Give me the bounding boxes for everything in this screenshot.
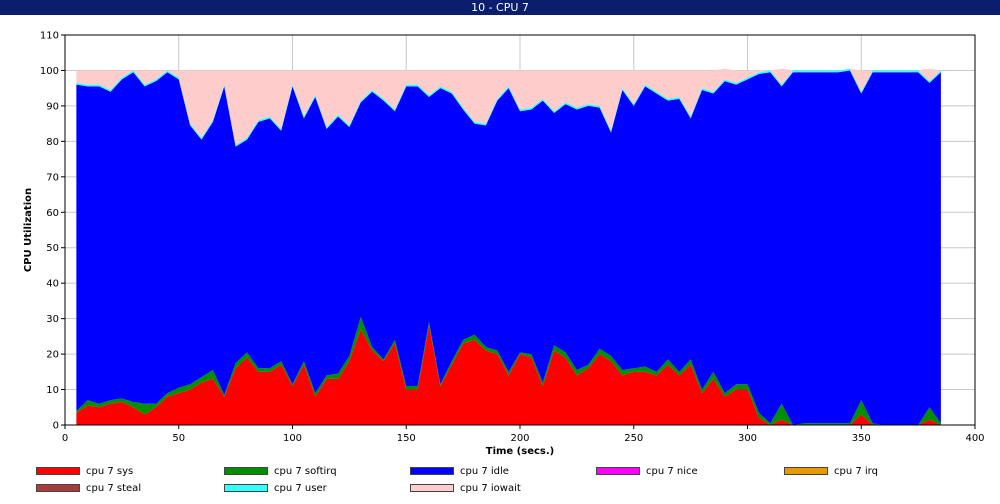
legend-swatch	[410, 484, 454, 492]
y-tick-label: 100	[40, 66, 59, 77]
x-tick-label: 150	[397, 433, 416, 444]
y-tick-label: 80	[46, 137, 59, 148]
y-tick-label: 0	[53, 421, 59, 432]
plot-area	[64, 34, 976, 426]
legend-item: cpu 7 steal	[36, 481, 141, 495]
legend: cpu 7 sys cpu 7 softirq cpu 7 idle cpu 7 ni…	[0, 462, 1000, 502]
legend-swatch	[224, 484, 268, 492]
legend-label: cpu 7 sys	[86, 465, 134, 477]
x-tick-label: 400	[965, 433, 984, 444]
window-title: 10 - CPU 7	[0, 0, 1000, 15]
legend-item: cpu 7 softirq	[224, 464, 337, 478]
y-tick-label: 70	[46, 172, 59, 183]
y-tick-label: 50	[46, 243, 59, 254]
legend-item: cpu 7 irq	[784, 464, 878, 478]
y-tick-label: 10	[46, 385, 59, 396]
legend-swatch	[596, 467, 640, 475]
legend-label: cpu 7 user	[274, 482, 327, 494]
x-tick-label: 200	[510, 433, 529, 444]
legend-label: cpu 7 iowait	[460, 482, 521, 494]
y-tick-label: 60	[46, 208, 59, 219]
y-tick-label: 30	[46, 314, 59, 325]
x-axis-label: Time (secs.)	[486, 446, 555, 457]
x-tick-label: 50	[172, 433, 185, 444]
y-axis-label: CPU Utilization	[23, 188, 34, 272]
legend-label: cpu 7 nice	[646, 465, 698, 477]
legend-swatch	[36, 484, 80, 492]
legend-item: cpu 7 user	[224, 481, 327, 495]
legend-item: cpu 7 iowait	[410, 481, 521, 495]
x-tick-label: 350	[852, 433, 871, 444]
area-series-cpu-7-softirq	[76, 316, 941, 425]
area-series-cpu-7-sys	[76, 325, 941, 425]
legend-item: cpu 7 sys	[36, 464, 133, 478]
legend-swatch	[410, 467, 454, 475]
axes: 0 10 20 30 40 50 60 70 80 90 100 110 0 50 100 150 200 250…	[40, 31, 985, 445]
x-tick-label: 250	[624, 433, 643, 444]
y-tick-label: 40	[46, 279, 59, 290]
x-tick-label: 100	[283, 433, 302, 444]
cpu-utilization-chart: 0 10 20 30 40 50 60 70 80 90 100 110 0 50 100 150 200 250…	[23, 31, 985, 458]
legend-item: cpu 7 idle	[410, 464, 509, 478]
legend-label: cpu 7 softirq	[274, 465, 337, 477]
legend-item: cpu 7 nice	[596, 464, 698, 478]
legend-swatch	[784, 467, 828, 475]
y-tick-label: 110	[40, 31, 59, 42]
area-series-cpu-7-idle	[76, 70, 941, 425]
x-tick-label: 300	[738, 433, 757, 444]
x-tick-label: 0	[62, 433, 68, 444]
area-series-cpu-7-iowait	[76, 68, 941, 145]
y-tick-label: 90	[46, 101, 59, 112]
legend-label: cpu 7 irq	[834, 465, 878, 477]
legend-label: cpu 7 idle	[460, 465, 509, 477]
legend-swatch	[36, 467, 80, 475]
y-tick-label: 20	[46, 350, 59, 361]
legend-swatch	[224, 467, 268, 475]
legend-label: cpu 7 steal	[86, 482, 142, 494]
